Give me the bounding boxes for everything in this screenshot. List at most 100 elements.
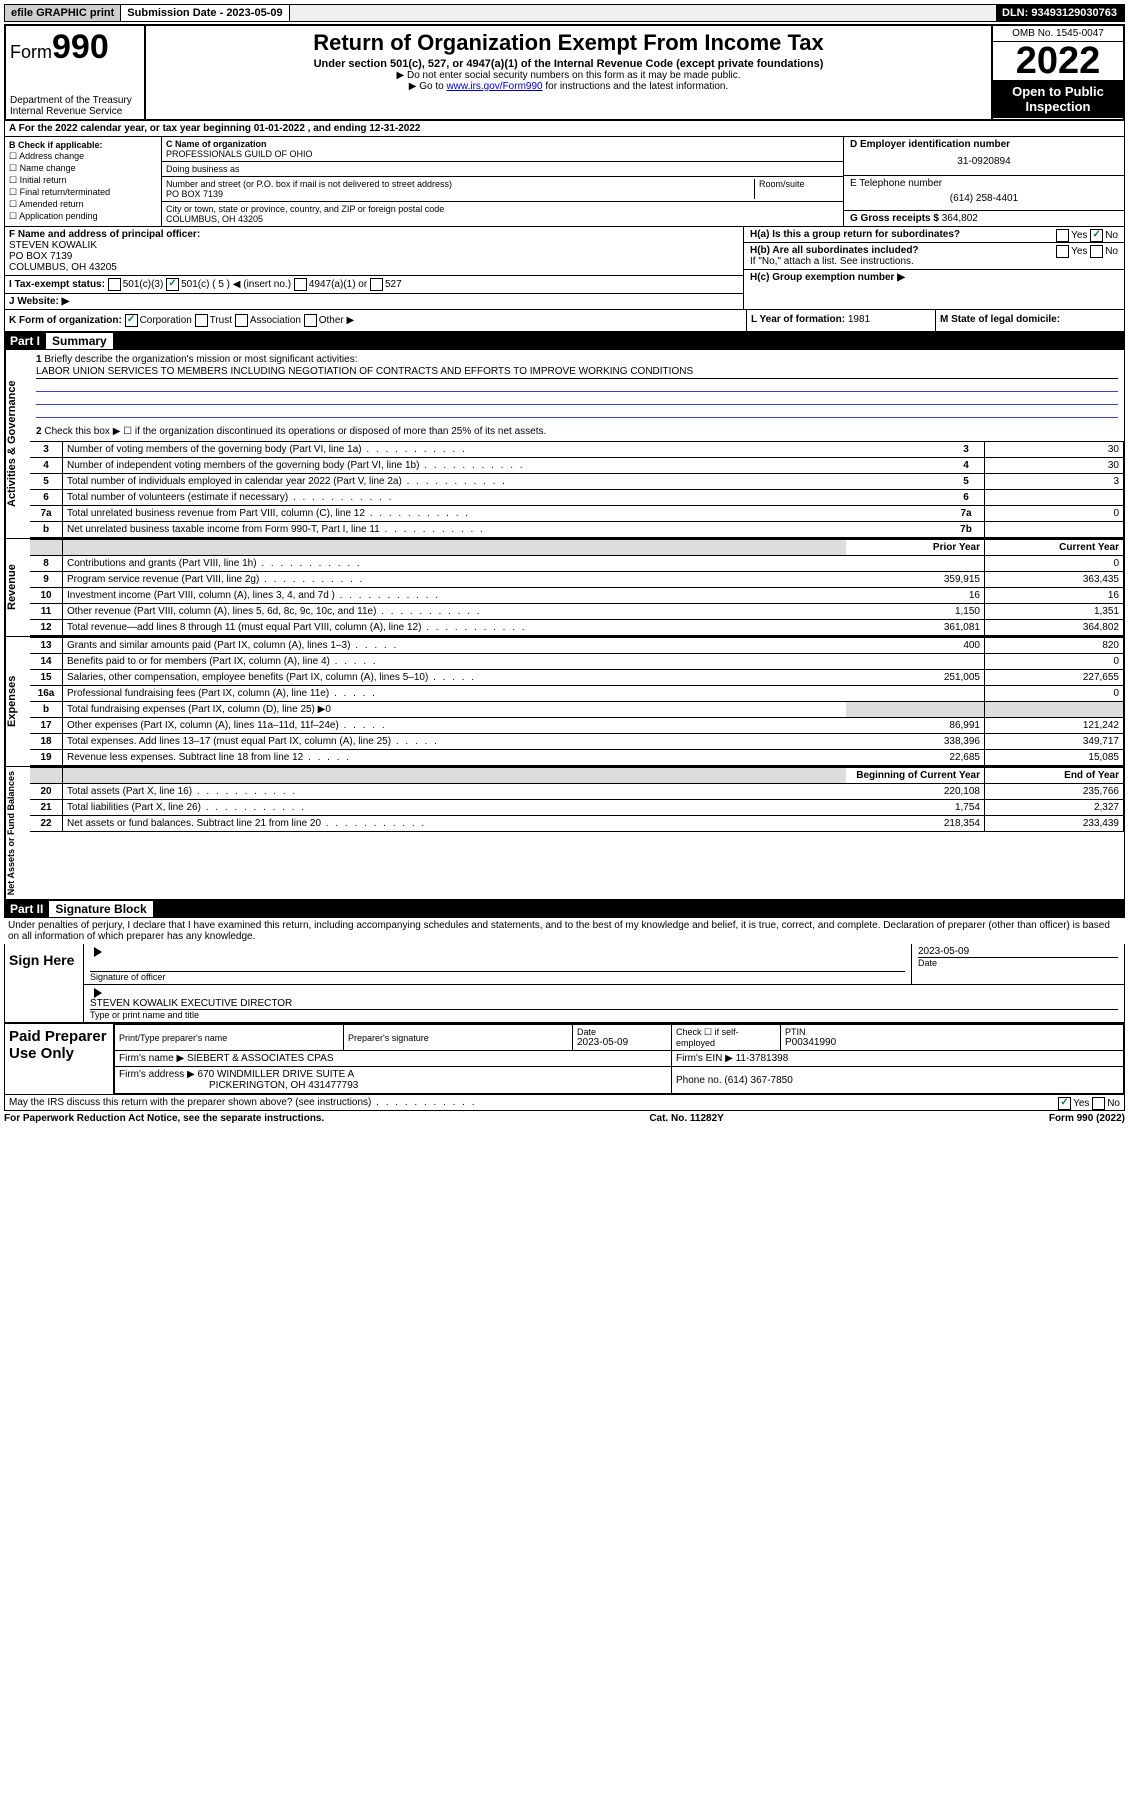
k-trust-check[interactable] [195,314,208,327]
section-a: A For the 2022 calendar year, or tax yea… [4,121,1125,137]
submission-date: Submission Date - 2023-05-09 [121,5,289,21]
gross-value: 364,802 [942,213,978,224]
expenses-label: Expenses [5,637,30,766]
opt-501c: 501(c) ( 5 ) ◀ (insert no.) [181,279,291,290]
prep-selfemp[interactable]: Check ☐ if self-employed [672,1025,781,1051]
hb-label: H(b) Are all subordinates included? [750,245,919,256]
hb-no-check[interactable] [1090,245,1103,258]
city-label: City or town, state or province, country… [166,204,839,214]
check-initial[interactable]: ☐ Initial return [9,175,157,186]
col-b: B Check if applicable: ☐ Address change … [5,137,162,226]
prep-sig-label: Preparer's signature [348,1033,568,1043]
addr-value: PO BOX 7139 [166,189,754,199]
dba-label: Doing business as [166,164,839,174]
hc-label: H(c) Group exemption number ▶ [744,270,1124,285]
discuss-no: No [1107,1098,1120,1109]
check-501c[interactable]: ✓ [166,278,179,291]
firm-value: SIEBERT & ASSOCIATES CPAS [187,1053,334,1064]
firm-addr1: 670 WINDMILLER DRIVE SUITE A [198,1069,355,1080]
check-name[interactable]: ☐ Name change [9,163,157,174]
k-assoc-check[interactable] [235,314,248,327]
l-label: L Year of formation: [751,314,848,325]
check-501c3[interactable] [108,278,121,291]
k-other: Other ▶ [319,315,354,326]
check-527[interactable] [370,278,383,291]
hb-yes-check[interactable] [1056,245,1069,258]
preparer-label: Paid Preparer Use Only [5,1024,114,1094]
officer-name: STEVEN KOWALIK [9,240,739,251]
tax-year: 2022 [993,42,1123,80]
form-note1: ▶ Do not enter social security numbers o… [154,70,983,81]
ha-yes: Yes [1071,230,1087,241]
discuss-text: May the IRS discuss this return with the… [9,1097,477,1108]
info-grid: B Check if applicable: ☐ Address change … [4,137,1125,227]
officer-addr1: PO BOX 7139 [9,251,739,262]
discuss-no-check[interactable] [1092,1097,1105,1110]
footer-right: Form 990 (2022) [1049,1113,1125,1124]
expenses-section: Expenses 13Grants and similar amounts pa… [4,637,1125,767]
website-label: J Website: ▶ [5,294,743,309]
k-corp: Corporation [140,315,192,326]
officer-addr2: COLUMBUS, OH 43205 [9,262,739,273]
tax-status-label: I Tax-exempt status: [9,279,105,290]
revenue-table: Prior YearCurrent Year8Contributions and… [30,539,1124,636]
governance-section: Activities & Governance 1 Briefly descri… [4,350,1125,539]
addr-label: Number and street (or P.O. box if mail i… [166,179,754,189]
firm-addr2: PICKERINGTON, OH 431477793 [119,1080,667,1091]
ha-yes-check[interactable] [1056,229,1069,242]
check-final[interactable]: ☐ Final return/terminated [9,187,157,198]
mission-line [36,392,1118,405]
officer-label: F Name and address of principal officer: [9,229,739,240]
sig-date-label: Date [918,957,1118,968]
prep-ptin-value: P00341990 [785,1037,1119,1048]
firm-ein-label: Firm's EIN ▶ [676,1053,733,1064]
check-pending[interactable]: ☐ Application pending [9,211,157,222]
gross-label: G Gross receipts $ [850,213,939,224]
check-amended[interactable]: ☐ Amended return [9,199,157,210]
k-corp-check[interactable]: ✓ [125,314,138,327]
prep-ptin-label: PTIN [785,1027,1119,1037]
mission-text: LABOR UNION SERVICES TO MEMBERS INCLUDIN… [36,365,1118,379]
ha-no-check[interactable]: ✓ [1090,229,1103,242]
prep-date-label: Date [577,1027,667,1037]
discuss-yes: Yes [1073,1098,1089,1109]
governance-table: 3Number of voting members of the governi… [30,441,1124,538]
mission-line [36,379,1118,392]
k-other-check[interactable] [304,314,317,327]
efile-button[interactable]: efile GRAPHIC print [5,5,121,21]
phone-label: E Telephone number [850,178,1118,189]
k-assoc: Association [250,315,301,326]
revenue-section: Revenue Prior YearCurrent Year8Contribut… [4,539,1125,637]
netassets-table: Beginning of Current YearEnd of Year20To… [30,767,1124,832]
discuss-row: May the IRS discuss this return with the… [4,1095,1125,1111]
mission-line [36,405,1118,418]
governance-label: Activities & Governance [5,350,30,538]
ein-value: 31-0920894 [850,150,1118,173]
row-k: K Form of organization: ✓Corporation Tru… [4,310,1125,332]
part2-header: Part IISignature Block [4,900,1125,918]
k-label: K Form of organization: [9,315,122,326]
ein-label: D Employer identification number [850,139,1118,150]
hb-no: No [1105,246,1118,257]
revenue-label: Revenue [5,539,30,636]
city-value: COLUMBUS, OH 43205 [166,214,839,224]
check-address[interactable]: ☐ Address change [9,151,157,162]
prep-date-value: 2023-05-09 [577,1037,667,1048]
phone-value: (614) 258-4401 [850,189,1118,208]
irs-link[interactable]: www.irs.gov/Form990 [446,81,542,92]
l-value: 1981 [848,314,870,325]
ha-no: No [1105,230,1118,241]
ha-label: H(a) Is this a group return for subordin… [750,229,960,240]
dept-label: Department of the Treasury [10,95,140,106]
lower-info: F Name and address of principal officer:… [4,227,1125,310]
arrow-icon [94,988,102,998]
discuss-yes-check[interactable]: ✓ [1058,1097,1071,1110]
firm-addr-label: Firm's address ▶ [119,1069,195,1080]
firm-label: Firm's name ▶ [119,1053,184,1064]
footer: For Paperwork Reduction Act Notice, see … [4,1111,1125,1126]
check-4947[interactable] [294,278,307,291]
expenses-table: 13Grants and similar amounts paid (Part … [30,637,1124,766]
form-note2: ▶ Go to www.irs.gov/Form990 for instruct… [154,81,983,92]
sig-name-value: STEVEN KOWALIK EXECUTIVE DIRECTOR [90,998,1118,1009]
open-public-badge: Open to Public Inspection [993,80,1123,118]
